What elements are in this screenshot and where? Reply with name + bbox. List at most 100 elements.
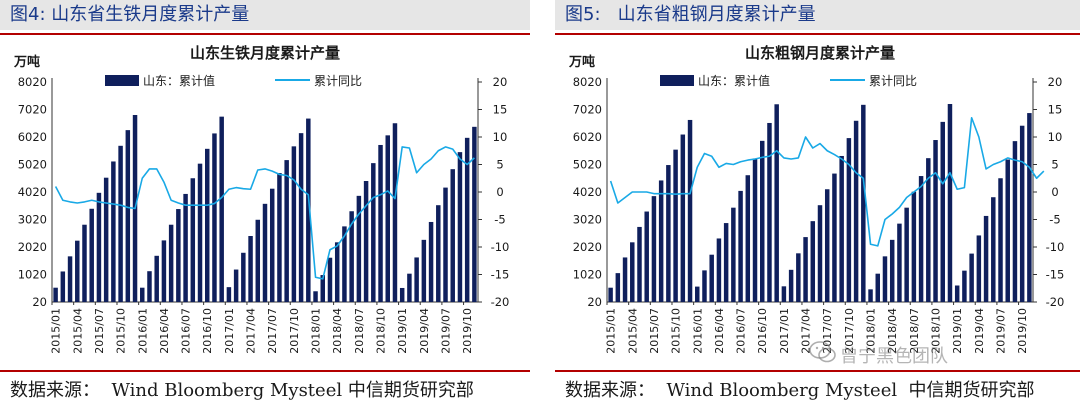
bar bbox=[342, 226, 347, 303]
bar bbox=[414, 257, 419, 302]
bar bbox=[630, 242, 635, 302]
y2-tick-label: 5 bbox=[496, 158, 503, 172]
x-tick-label: 2018/04 bbox=[331, 308, 344, 354]
bar bbox=[846, 138, 852, 302]
x-tick-label: 2017/10 bbox=[288, 308, 301, 354]
bar bbox=[1027, 113, 1032, 302]
bar bbox=[738, 190, 743, 302]
x-tick-label: 2019/07 bbox=[440, 308, 453, 354]
bar bbox=[969, 253, 974, 302]
bar bbox=[436, 205, 441, 302]
y2-tick-label: -20 bbox=[1046, 295, 1065, 309]
bar bbox=[140, 287, 145, 302]
bar bbox=[75, 240, 80, 302]
bar bbox=[658, 180, 664, 302]
y-tick-label: 6020 bbox=[18, 130, 47, 144]
top-rule bbox=[555, 33, 1080, 35]
bar bbox=[622, 257, 628, 302]
bar bbox=[947, 104, 953, 302]
x-tick-label: 2018/07 bbox=[353, 308, 366, 354]
bottom-rule bbox=[0, 370, 530, 372]
bar bbox=[680, 134, 686, 302]
bar bbox=[716, 238, 722, 302]
x-tick-label: 2016/07 bbox=[735, 308, 748, 354]
bar bbox=[774, 104, 779, 303]
y2-tick-label: 20 bbox=[493, 75, 508, 89]
bar bbox=[745, 175, 751, 302]
legend-bar-label: 山东：累计值 bbox=[143, 73, 215, 88]
y2-tick-label: -5 bbox=[1049, 213, 1060, 227]
y2-tick-label: -15 bbox=[1046, 268, 1065, 282]
bar bbox=[349, 211, 354, 302]
bar bbox=[226, 287, 232, 302]
x-tick-label: 2018/01 bbox=[310, 308, 323, 354]
y-tick-label: 20 bbox=[32, 295, 47, 309]
x-tick-label: 2016/04 bbox=[713, 308, 726, 354]
bar bbox=[399, 287, 405, 302]
bar bbox=[168, 224, 174, 302]
y2-tick-label: 10 bbox=[493, 130, 508, 144]
bar bbox=[233, 269, 239, 302]
x-tick-label: 2018/10 bbox=[930, 308, 943, 354]
bar bbox=[651, 196, 657, 303]
bar bbox=[781, 286, 787, 302]
bar bbox=[962, 270, 967, 302]
x-tick-label: 2015/04 bbox=[626, 308, 639, 354]
source-note: 数据来源： Wind Bloomberg Mysteel 中信期货研究部 bbox=[10, 380, 474, 401]
bar bbox=[313, 291, 318, 302]
bar bbox=[644, 211, 649, 302]
bar bbox=[940, 121, 945, 303]
figure-panel-left: 图4: 山东省生铁月度累计产量 山东生铁月度累计产量 万吨 山东：累计值 累计同比 20… bbox=[0, 0, 530, 409]
y2-tick-label: 5 bbox=[1051, 158, 1058, 172]
bar bbox=[60, 271, 66, 302]
x-tick-label: 2015/07 bbox=[648, 308, 661, 354]
bar bbox=[998, 178, 1003, 302]
y-tick-label: 5020 bbox=[573, 158, 602, 172]
x-tick-label: 2018/07 bbox=[908, 308, 921, 354]
bar bbox=[334, 242, 340, 302]
x-tick-label: 2019/01 bbox=[396, 308, 409, 354]
x-tick-label: 2015/04 bbox=[71, 308, 84, 354]
bar bbox=[205, 148, 210, 302]
x-tick-label: 2015/01 bbox=[50, 308, 63, 354]
bar bbox=[767, 122, 772, 302]
bar bbox=[269, 188, 275, 302]
bar bbox=[125, 130, 131, 303]
y-tick-label: 7020 bbox=[18, 103, 47, 117]
legend-line-label: 累计同比 bbox=[869, 74, 917, 88]
bar bbox=[450, 169, 455, 302]
legend-bar-swatch bbox=[660, 75, 694, 86]
bar bbox=[363, 181, 369, 302]
x-tick-label: 2019/07 bbox=[995, 308, 1008, 354]
bar bbox=[853, 120, 859, 302]
figure-caption: 图4: 山东省生铁月度累计产量 bbox=[0, 0, 530, 30]
bar bbox=[839, 155, 844, 302]
bar bbox=[976, 235, 982, 302]
bar bbox=[687, 119, 693, 302]
bar bbox=[882, 256, 888, 302]
wechat-icon bbox=[809, 341, 836, 363]
x-tick-label: 2015/10 bbox=[115, 308, 128, 354]
bar bbox=[868, 289, 873, 302]
x-tick-label: 2015/07 bbox=[93, 308, 106, 354]
bar bbox=[154, 255, 159, 302]
x-tick-label: 2015/01 bbox=[605, 308, 618, 354]
bar bbox=[832, 173, 837, 302]
bar bbox=[241, 252, 246, 302]
x-tick-label: 2017/07 bbox=[266, 308, 279, 354]
y-tick-label: 8020 bbox=[18, 75, 47, 89]
x-tick-label: 2019/10 bbox=[1016, 308, 1029, 354]
x-tick-label: 2017/04 bbox=[800, 308, 813, 354]
x-tick-label: 2017/10 bbox=[843, 308, 856, 354]
bar bbox=[82, 224, 87, 302]
x-tick-label: 2016/10 bbox=[201, 308, 214, 354]
y2-tick-label: -10 bbox=[491, 240, 510, 254]
x-tick-label: 2016/01 bbox=[136, 308, 149, 354]
bar bbox=[911, 191, 917, 302]
y-tick-label: 2020 bbox=[573, 240, 602, 254]
bar bbox=[219, 116, 224, 303]
y-tick-label: 7020 bbox=[573, 103, 602, 117]
bar bbox=[1019, 125, 1025, 302]
x-tick-label: 2019/10 bbox=[461, 308, 474, 354]
legend-line-label: 累计同比 bbox=[314, 74, 362, 88]
